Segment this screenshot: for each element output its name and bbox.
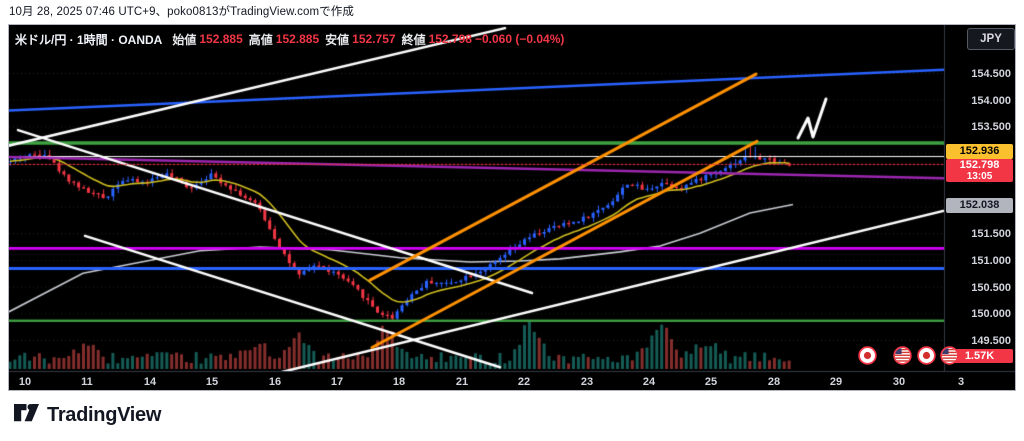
economic-event-us-flag-icon[interactable] bbox=[892, 345, 912, 365]
price-axis-tick: 153.500 bbox=[971, 121, 1011, 133]
chart-panel: 米ドル/円 · 1時間 · OANDA 始値 152.885 高値 152.88… bbox=[8, 24, 1016, 391]
time-axis-tick: 16 bbox=[268, 376, 282, 388]
price-chart-canvas[interactable] bbox=[9, 25, 1015, 390]
time-axis-tick: 14 bbox=[143, 376, 157, 388]
last-price-label: 152.798 13:05 bbox=[946, 159, 1013, 182]
price-axis-tick: 151.000 bbox=[971, 255, 1011, 267]
open-value: 152.885 bbox=[199, 32, 243, 46]
drawing-price-label: 152.936 bbox=[946, 144, 1013, 159]
time-axis-tick: 28 bbox=[767, 376, 781, 388]
price-axis-tick: 154.000 bbox=[971, 95, 1011, 107]
low-value: 152.757 bbox=[352, 32, 396, 46]
time-axis-tick: 18 bbox=[392, 376, 406, 388]
currency-button[interactable]: JPY bbox=[967, 28, 1015, 50]
time-axis-tick: 23 bbox=[580, 376, 594, 388]
time-axis-tick: 21 bbox=[455, 376, 469, 388]
price-axis-tick: 151.500 bbox=[971, 228, 1011, 240]
brand-name[interactable]: TradingView bbox=[47, 404, 162, 426]
high-value: 152.885 bbox=[275, 32, 320, 46]
change-value: −0.060 (−0.04%) bbox=[474, 32, 565, 46]
low-label: 安値 bbox=[325, 32, 350, 47]
economic-event-us-flag-icon[interactable] bbox=[939, 345, 959, 365]
price-axis-tick: 149.500 bbox=[971, 335, 1011, 347]
close-label: 終値 bbox=[401, 32, 426, 47]
time-axis-tick: 25 bbox=[704, 376, 718, 388]
volume-label: 1.57K bbox=[946, 349, 1013, 363]
price-axis-tick: 154.500 bbox=[971, 68, 1011, 80]
price-axis-tick: 150.500 bbox=[971, 282, 1011, 294]
time-axis-tick: 17 bbox=[330, 376, 344, 388]
economic-event-jp-flag-icon[interactable] bbox=[857, 345, 877, 365]
chart-legend: 米ドル/円 · 1時間 · OANDA 始値 152.885 高値 152.88… bbox=[15, 30, 564, 48]
high-label: 高値 bbox=[248, 32, 273, 47]
attribution-text: 10月 28, 2025 07:46 UTC+9、poko0813がTradin… bbox=[9, 6, 354, 18]
time-axis-tick: 29 bbox=[829, 376, 843, 388]
tradingview-logo-icon[interactable] bbox=[13, 403, 40, 428]
time-axis-tick: 24 bbox=[642, 376, 656, 388]
price-axis-tick: 150.000 bbox=[971, 308, 1011, 320]
time-axis-tick: 10 bbox=[18, 376, 32, 388]
open-label: 始値 bbox=[172, 32, 197, 47]
time-axis-tick: 15 bbox=[205, 376, 219, 388]
ma-price-label: 152.038 bbox=[946, 198, 1013, 213]
time-axis-tick: 3 bbox=[957, 376, 965, 388]
time-axis-tick: 11 bbox=[81, 376, 93, 388]
time-axis-tick: 22 bbox=[517, 376, 531, 388]
close-value: 152.798 bbox=[428, 32, 472, 46]
symbol-title[interactable]: 米ドル/円 · 1時間 · OANDA bbox=[15, 32, 163, 47]
time-axis-tick: 30 bbox=[892, 376, 906, 388]
economic-event-jp-flag-icon[interactable] bbox=[916, 345, 936, 365]
footer: TradingView bbox=[13, 403, 161, 428]
